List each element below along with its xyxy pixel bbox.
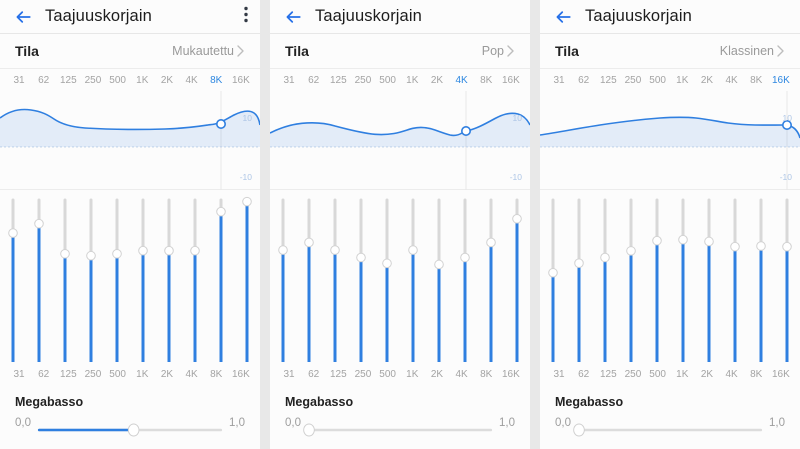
svg-text:10: 10 <box>783 113 793 123</box>
svg-text:-10: -10 <box>240 172 253 182</box>
svg-text:10: 10 <box>243 113 253 123</box>
svg-text:10: 10 <box>513 113 523 123</box>
svg-text:-10: -10 <box>780 172 793 182</box>
svg-text:-10: -10 <box>510 172 523 182</box>
